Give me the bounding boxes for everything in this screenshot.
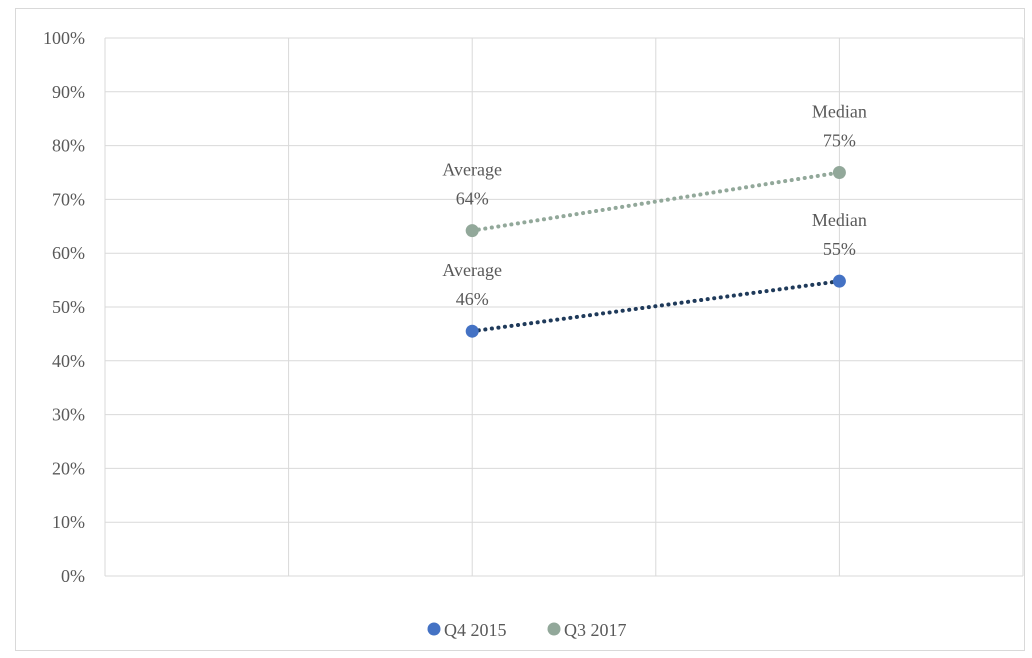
data-point	[832, 166, 846, 179]
data-label-value: 64%	[456, 189, 489, 209]
data-label-name: Median	[812, 102, 867, 122]
y-tick-label: 60%	[52, 243, 85, 263]
y-tick-label: 100%	[43, 28, 85, 48]
y-tick-label: 90%	[52, 82, 85, 102]
y-tick-label: 30%	[52, 405, 85, 425]
y-tick-label: 10%	[52, 512, 85, 532]
grid	[104, 37, 1024, 577]
y-tick-label: 40%	[52, 351, 85, 371]
series-lines	[470, 170, 842, 334]
data-point	[465, 224, 479, 238]
legend-marker	[547, 622, 561, 636]
y-tick-label: 80%	[52, 136, 85, 156]
y-tick-label: 50%	[52, 297, 85, 317]
data-label-value: 55%	[823, 239, 856, 259]
y-tick-label: 20%	[52, 458, 85, 478]
y-axis-ticks: 0% 10% 20% 30% 40% 50% 60% 70% 80% 90% 100%	[43, 28, 85, 586]
data-point	[832, 274, 846, 288]
data-label-value: 75%	[823, 131, 856, 151]
legend-label: Q4 2015	[444, 620, 507, 640]
data-label-value: 46%	[456, 289, 489, 309]
legend-label: Q3 2017	[564, 620, 627, 640]
data-label-name: Average	[442, 260, 502, 280]
data-label-name: Average	[442, 160, 502, 180]
y-tick-label: 0%	[61, 566, 85, 586]
series-line-1	[470, 170, 842, 233]
y-tick-label: 70%	[52, 189, 85, 209]
data-label-name: Median	[812, 210, 867, 230]
chart-frame	[15, 8, 1025, 651]
data-point	[465, 324, 479, 338]
series-line-0	[470, 279, 842, 334]
data-labels: Average 46% Median 55% Average 64% Median 75%	[442, 102, 867, 310]
legend-marker	[427, 622, 441, 636]
series-points	[465, 166, 846, 338]
legend: Q4 2015 Q3 2017	[427, 620, 627, 640]
